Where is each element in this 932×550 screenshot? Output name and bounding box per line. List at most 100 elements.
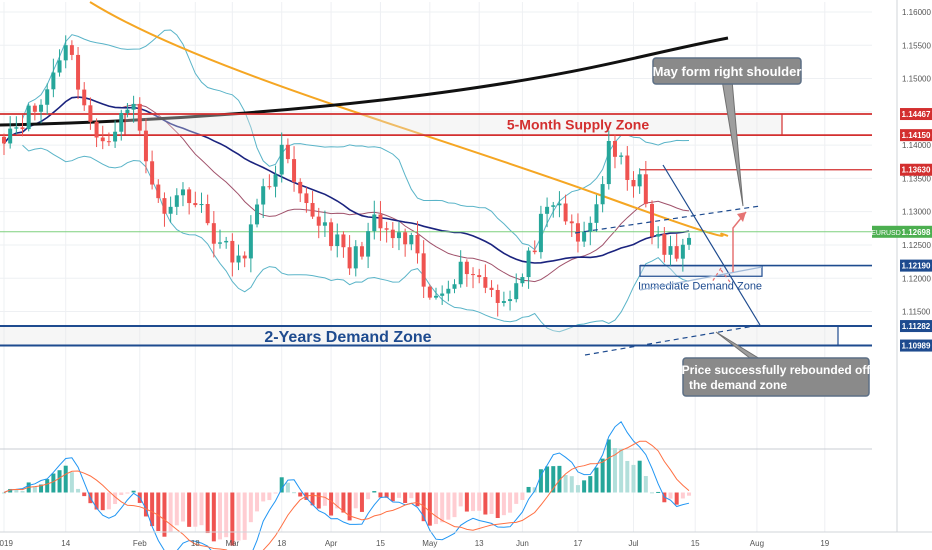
price-label-text: 1.12190 <box>902 262 931 271</box>
macd-bar <box>637 460 642 493</box>
candle-body <box>285 144 290 160</box>
macd-bar <box>372 491 377 493</box>
callout-text: May form right shoulder <box>653 64 802 79</box>
macd-bar <box>687 492 692 496</box>
candle-body <box>106 141 111 143</box>
candle-body <box>501 301 506 303</box>
candle-body <box>273 174 278 187</box>
candle-body <box>329 222 334 247</box>
macd-bar <box>162 492 167 537</box>
macd-bar <box>347 492 352 521</box>
macd-bar <box>69 472 74 493</box>
candle-body <box>39 104 44 112</box>
time-tick-label: Jun <box>516 539 529 548</box>
candle-body <box>20 127 25 130</box>
time-tick-label: May <box>422 539 437 548</box>
candle-body <box>341 234 346 248</box>
candle-body <box>421 253 426 287</box>
candle-body <box>193 203 198 206</box>
candle-body <box>57 60 62 73</box>
time-tick-label: Aug <box>750 539 764 548</box>
candle-body <box>612 141 617 157</box>
price-label-box <box>900 108 932 121</box>
time-tick-label: 18 <box>277 539 286 548</box>
candle-body <box>156 184 161 199</box>
time-tick-label: Apr <box>325 539 338 548</box>
candle-body <box>600 184 605 205</box>
time-tick-label: 13 <box>475 539 484 548</box>
macd-pane: 0.005000.00000-0.00500 <box>2 421 932 550</box>
bollinger-upper <box>22 29 690 251</box>
projection-arrow <box>732 211 747 272</box>
candle-body <box>594 204 599 223</box>
macd-bar <box>378 492 383 498</box>
candle-body <box>162 198 167 214</box>
candle-body <box>304 193 309 204</box>
price-tick-label: 1.12000 <box>902 274 931 283</box>
macd-bar <box>63 465 68 493</box>
candle-body <box>230 240 235 263</box>
macd-bar <box>446 492 451 520</box>
macd-bar <box>193 492 198 527</box>
candle-body <box>409 235 414 245</box>
macd-bar <box>403 492 408 504</box>
candle-body <box>76 54 81 90</box>
macd-bar <box>341 492 346 513</box>
candle-body <box>588 222 593 232</box>
price-label-text: 1.14467 <box>902 110 931 119</box>
macd-bar <box>106 492 111 510</box>
macd-bar <box>600 458 605 493</box>
macd-bar <box>409 492 414 499</box>
macd-bar <box>119 492 124 496</box>
price-label-box <box>900 129 932 142</box>
macd-bar <box>242 492 247 540</box>
candle-body <box>680 244 685 259</box>
macd-bar <box>248 492 253 523</box>
macd-bar <box>335 492 340 509</box>
macd-bar <box>680 492 685 499</box>
macd-bar <box>267 492 272 501</box>
candle-body <box>532 250 537 253</box>
candle-body <box>310 203 315 217</box>
candle-body <box>625 155 630 180</box>
macd-bar <box>514 492 519 504</box>
candle-body <box>378 214 383 229</box>
overlays <box>574 164 763 356</box>
macd-bar <box>471 492 476 512</box>
candle-body <box>63 45 68 61</box>
callout-pointer <box>721 79 744 207</box>
supply-zone-label: 5-Month Supply Zone <box>507 117 650 133</box>
macd-bar <box>674 492 679 505</box>
price-axis-bg <box>872 0 932 550</box>
macd-bar <box>329 492 334 516</box>
price-tick-label: 1.13000 <box>902 208 931 217</box>
price-label-box <box>900 163 932 176</box>
candle-body <box>69 45 74 55</box>
time-tick-label: 19 <box>820 539 829 548</box>
macd-bar <box>396 492 401 498</box>
macd-bar <box>156 492 161 531</box>
callout-text: Price successfully rebounded off <box>682 363 872 377</box>
price-tick-label: 1.15500 <box>902 41 931 50</box>
macd-bar <box>366 492 371 500</box>
macd-bar <box>452 492 457 518</box>
candle-body <box>545 206 550 214</box>
price-tick-label: 1.12500 <box>902 241 931 250</box>
macd-bar <box>211 492 216 542</box>
price-tick-label: 1.13500 <box>902 174 931 183</box>
macd-bar <box>113 492 118 505</box>
macd-bar <box>279 477 284 493</box>
macd-bar <box>575 485 580 493</box>
symbol-label-box <box>872 225 900 238</box>
price-label-text: 1.14150 <box>902 131 931 140</box>
candle-body <box>236 255 241 263</box>
candle-body <box>88 105 93 122</box>
macd-bar <box>32 486 37 493</box>
macd-bar <box>57 470 62 493</box>
macd-bar <box>427 492 432 526</box>
candle-body <box>415 235 420 254</box>
macd-bar <box>582 480 587 493</box>
candles <box>2 35 692 317</box>
candle-body <box>187 189 192 204</box>
macd-bar <box>39 484 44 493</box>
